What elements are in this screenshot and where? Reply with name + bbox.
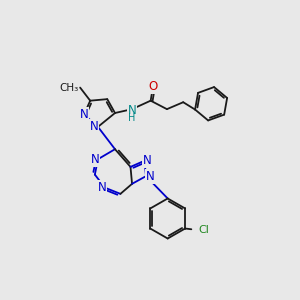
Text: Cl: Cl: [198, 225, 209, 235]
Text: O: O: [148, 80, 158, 93]
Text: N: N: [91, 153, 99, 166]
Text: N: N: [98, 181, 106, 194]
Text: N: N: [80, 108, 88, 121]
Text: N: N: [143, 154, 152, 167]
Text: H: H: [128, 112, 136, 123]
Text: N: N: [90, 120, 98, 134]
Text: CH₃: CH₃: [59, 82, 79, 93]
Text: N: N: [146, 169, 154, 183]
Text: N: N: [128, 104, 136, 117]
